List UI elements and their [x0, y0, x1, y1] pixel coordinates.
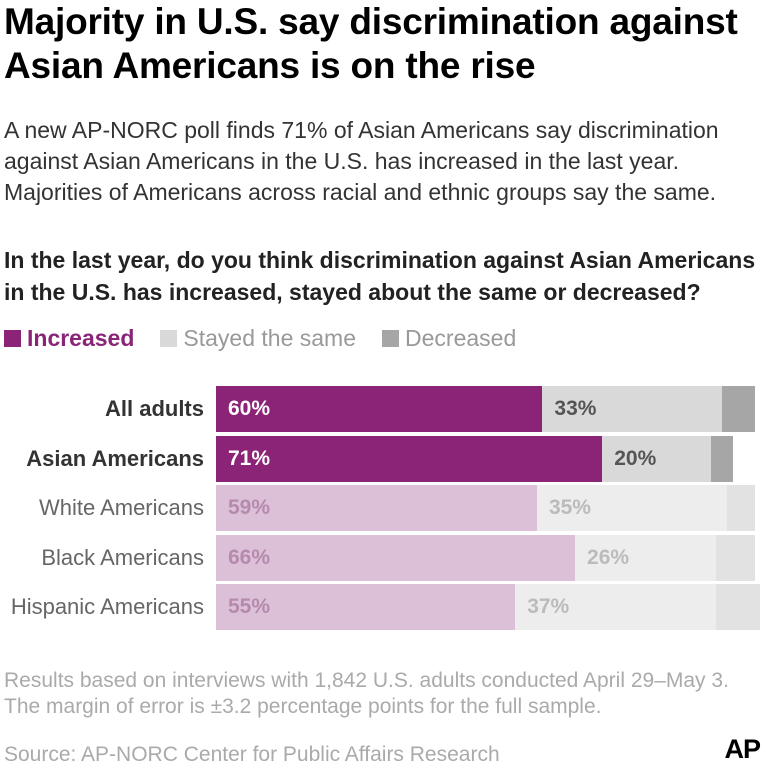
data-label-stayed-the-same: 37% — [527, 595, 570, 618]
ap-logo: AP — [724, 734, 761, 764]
data-label-stayed-the-same: 20% — [614, 446, 657, 470]
methodology-note: Results based on interviews with 1,842 U… — [4, 669, 729, 718]
data-label-stayed-the-same: 26% — [587, 545, 630, 569]
source-note: Source: AP-NORC Center for Public Affair… — [4, 743, 500, 766]
data-label-increased: 71% — [228, 446, 271, 470]
legend-label-increased: Increased — [27, 324, 135, 351]
legend-label-decreased: Decreased — [405, 324, 517, 351]
bar-row-hispanic-americans: Hispanic Americans 55% 37% — [0, 584, 768, 630]
bar-segment-decreased — [721, 386, 755, 432]
legend-item-decreased: Decreased — [382, 325, 516, 352]
legend: Increased Stayed the same Decreased — [4, 323, 542, 353]
category-label: Asian Americans — [26, 445, 204, 471]
bar-segment-stayed-the-same — [602, 435, 712, 482]
bar-segment-stayed-the-same — [542, 386, 722, 432]
bar-segment-decreased — [727, 485, 755, 531]
legend-label-stayed-the-same: Stayed the same — [183, 324, 357, 351]
bar-row-asian-americans: Asian Americans 71% 20% — [0, 435, 768, 482]
category-label: Hispanic Americans — [10, 594, 204, 619]
bar-segment-decreased — [716, 584, 760, 630]
chart-subtitle: A new AP-NORC poll finds 71% of Asian Am… — [4, 117, 719, 205]
legend-item-increased: Increased — [4, 325, 134, 352]
bar-segment-increased — [216, 584, 516, 630]
bar-segment-increased — [216, 386, 543, 432]
bar-segment-decreased — [711, 435, 733, 482]
data-label-increased: 59% — [228, 496, 271, 519]
bar-segment-stayed-the-same — [536, 485, 728, 531]
legend-swatch-increased — [4, 329, 21, 347]
bar-row-all-adults: All adults 60% 33% — [0, 386, 768, 432]
category-label: All adults — [104, 396, 204, 421]
stacked-bar-chart: All adults 60% 33% Asian Americans 71% 20% Whi… — [0, 386, 768, 636]
data-label-increased: 60% — [228, 397, 271, 420]
chart-title: Majority in U.S. say discrimination agai… — [4, 1, 738, 86]
bar-row-black-americans: Black Americans 66% 26% — [0, 534, 768, 581]
legend-swatch-decreased — [382, 329, 400, 347]
bar-segment-increased — [216, 534, 576, 581]
legend-swatch-stayed-the-same — [160, 329, 178, 347]
bar-segment-decreased — [716, 534, 755, 581]
bar-row-white-americans: White Americans 59% 35% — [0, 485, 768, 531]
category-label: White Americans — [38, 495, 204, 520]
bar-segment-increased — [216, 435, 603, 482]
data-label-increased: 66% — [228, 545, 271, 569]
data-label-stayed-the-same: 33% — [554, 397, 597, 420]
data-label-stayed-the-same: 35% — [548, 496, 591, 519]
survey-question: In the last year, do you think discrimin… — [4, 247, 756, 305]
bar-segment-stayed-the-same — [515, 584, 717, 630]
category-label: Black Americans — [41, 544, 204, 570]
legend-item-stayed-the-same: Stayed the same — [160, 325, 356, 352]
bar-segment-increased — [216, 485, 537, 531]
bar-segment-stayed-the-same — [575, 534, 717, 581]
data-label-increased: 55% — [228, 595, 271, 618]
